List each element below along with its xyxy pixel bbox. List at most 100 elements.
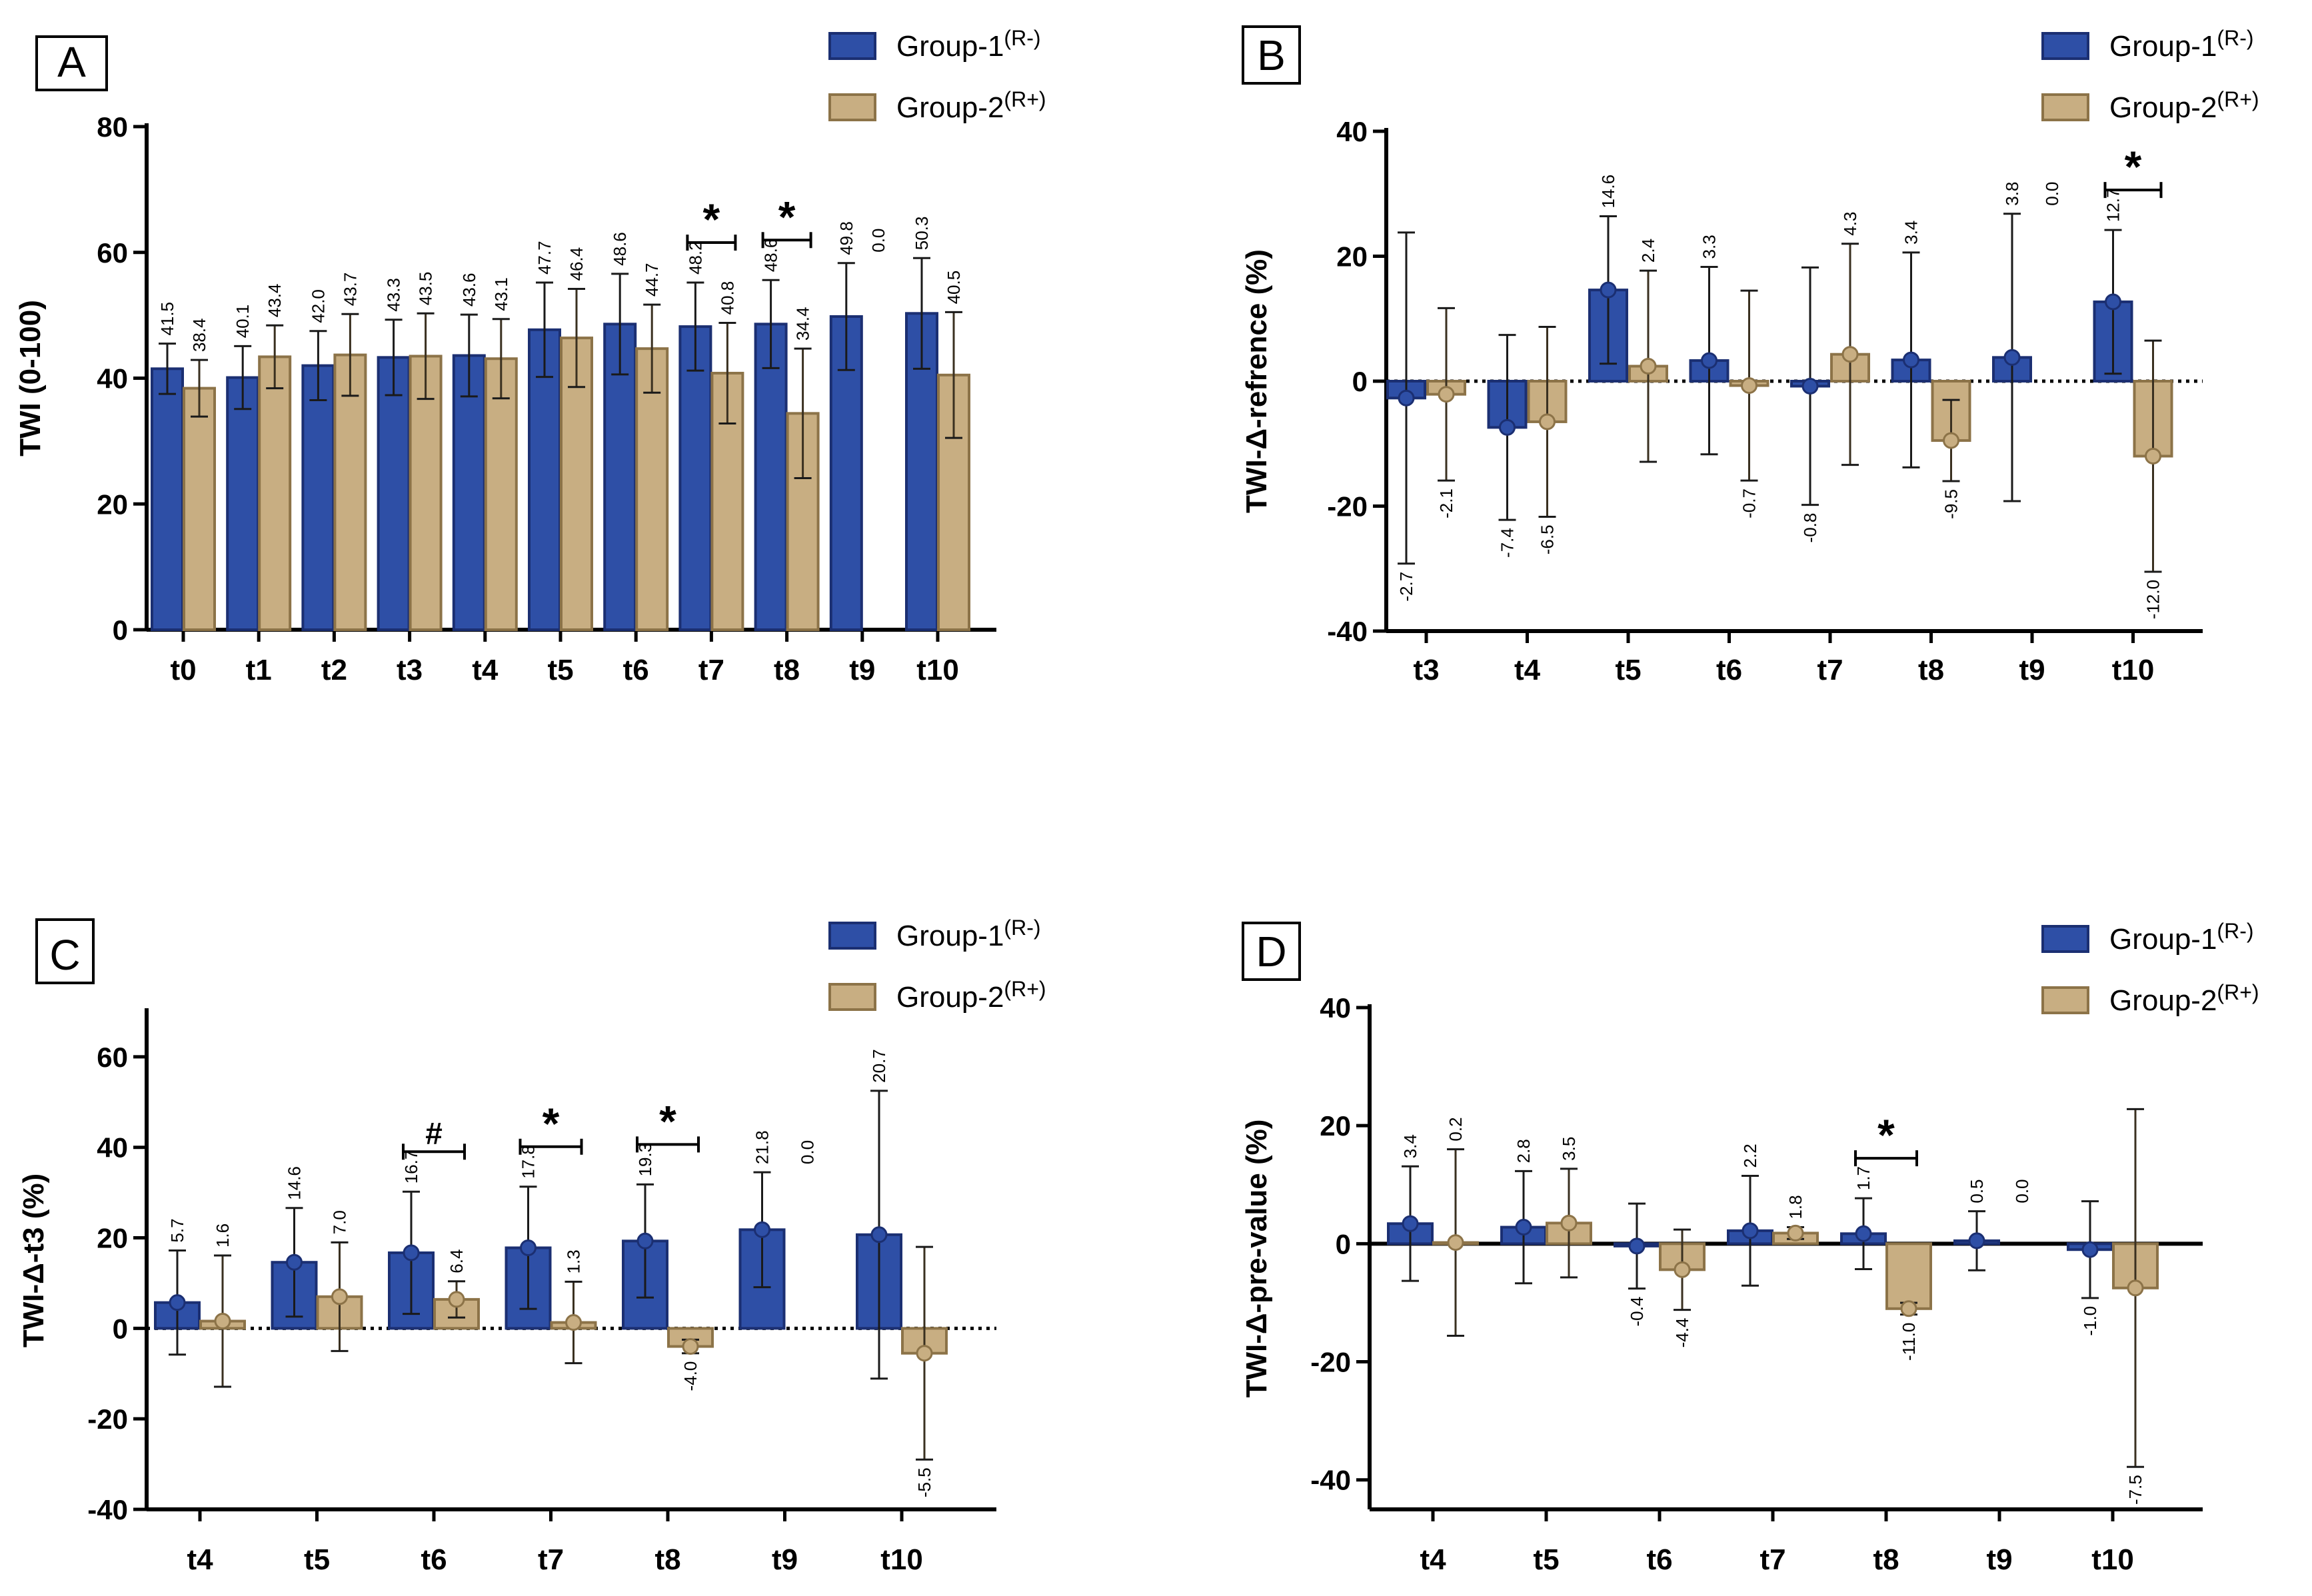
x-tick-label: t8: [1918, 654, 1944, 686]
point-2-t7: [1787, 1224, 1804, 1241]
point-1-t10: [870, 1226, 888, 1243]
y-tick-label: 0: [113, 1313, 128, 1344]
value-label: 43.7: [340, 273, 360, 307]
significance-symbol: *: [1877, 1110, 1895, 1160]
y-tick-label: 0: [113, 614, 128, 646]
value-label: 2.2: [1740, 1144, 1760, 1168]
point-2-t6: [448, 1291, 465, 1308]
point-2-t7: [1841, 346, 1859, 363]
legend: Group-1(R-) Group-2(R+): [2041, 919, 2259, 1017]
point-1-t4: [1499, 418, 1516, 436]
value-label: 43.1: [491, 277, 511, 311]
value-label: 38.4: [189, 319, 209, 353]
legend-label-2: Group-2(R+): [896, 87, 1046, 124]
value-label: 40.1: [233, 305, 253, 339]
point-1-t7: [520, 1239, 537, 1256]
legend-swatch-1: [828, 922, 876, 950]
x-tick-label: t4: [187, 1543, 213, 1576]
panel-label-box: [1242, 25, 1301, 85]
legend-text: Group-2: [2109, 984, 2217, 1017]
point-2-t3: [1438, 386, 1455, 403]
point-1-t5: [1600, 281, 1617, 299]
value-label: -6.5: [1538, 524, 1558, 554]
x-tick-label: t6: [623, 654, 649, 686]
panel-c: C -40 -20 0 20 40 60 TWI-Δ-t3 (%) t4 5.7 1.6 t5 14.6…: [17, 916, 1046, 1576]
bar-2-t1: [258, 355, 292, 631]
significance-t10: *: [2103, 142, 2163, 199]
value-label: 47.7: [535, 241, 555, 275]
y-tick-label: 60: [97, 237, 128, 269]
value-label: -9.5: [1941, 489, 1961, 519]
y-tick-label: 20: [1336, 241, 1368, 273]
x-tick-label: t7: [698, 654, 724, 686]
bar-2-t4: [484, 357, 518, 632]
y-tick-label: 20: [97, 1223, 128, 1254]
x-tick-label: t7: [1759, 1543, 1785, 1576]
significance-t8: *: [636, 1096, 700, 1153]
point-1-t8: [1903, 351, 1919, 369]
value-label: 0.0: [2042, 182, 2062, 206]
point-2-t5: [331, 1288, 348, 1305]
x-tick-label: t10: [880, 1543, 923, 1576]
value-label: 0.5: [1967, 1179, 1987, 1203]
value-label: -7.4: [1498, 528, 1518, 558]
point-2-t4: [1539, 413, 1556, 430]
x-tick-label: t5: [547, 654, 573, 686]
value-label: 1.3: [564, 1249, 584, 1273]
bar-1-t8: [754, 323, 788, 631]
point-2-t4: [1447, 1234, 1464, 1251]
value-label: -2.1: [1436, 488, 1456, 518]
point-2-t5: [1640, 358, 1657, 375]
point-2-t8: [1900, 1300, 1917, 1317]
bar-2-t2: [333, 353, 367, 631]
value-label: 48.6: [610, 232, 630, 266]
point-1-t4: [1402, 1215, 1419, 1232]
y-tick-label: -20: [87, 1403, 128, 1435]
y-tick-label: -20: [1327, 491, 1368, 522]
panel-label-box: [35, 918, 95, 984]
x-tick-label: t10: [916, 654, 959, 686]
value-label: 14.6: [285, 1166, 305, 1200]
significance-symbol: *: [659, 1096, 676, 1146]
y-tick-label: -40: [87, 1494, 128, 1525]
x-tick-label: t5: [1615, 654, 1641, 686]
x-tick-label: t9: [772, 1543, 798, 1576]
value-label: -0.4: [1627, 1297, 1647, 1327]
y-tick-label: 40: [97, 1132, 128, 1164]
point-2-t6: [1741, 377, 1757, 395]
y-axis-label: TWI-Δ-t3 (%): [17, 1174, 50, 1347]
point-1-t6: [403, 1244, 420, 1261]
point-2-t10: [2145, 448, 2161, 464]
value-label: 43.3: [384, 278, 404, 312]
x-tick-label: t9: [1986, 1543, 2012, 1576]
y-axis-label: TWI-Δ-pre-value (%): [1240, 1120, 1273, 1398]
x-tick-label: t1: [246, 654, 272, 686]
x-tick-label: t6: [1646, 1543, 1672, 1576]
point-1-t8: [1855, 1225, 1872, 1242]
legend-label-1: Group-1(R-): [896, 26, 1041, 63]
value-label: 40.8: [717, 281, 737, 315]
x-tick-label: t7: [1817, 654, 1843, 686]
y-tick-label: -40: [1310, 1465, 1351, 1496]
y-axis-label: TWI (0-100): [14, 300, 47, 456]
legend-label-1: Group-1(R-): [2109, 919, 2254, 956]
bar-2-t0: [183, 387, 216, 631]
significance-symbol: #: [425, 1116, 443, 1150]
value-label: 41.5: [157, 302, 177, 336]
value-label: 1.7: [1853, 1166, 1873, 1190]
legend-swatch-1: [2041, 925, 2089, 953]
value-label: 5.7: [167, 1218, 187, 1242]
value-label: 40.5: [944, 271, 964, 305]
legend-text: Group-2: [896, 91, 1004, 124]
value-label: 3.4: [1901, 221, 1921, 245]
value-label: 3.4: [1400, 1134, 1420, 1158]
legend-label-1: Group-1(R-): [2109, 26, 2254, 63]
value-label: 34.4: [793, 307, 813, 341]
significance-symbol: *: [703, 195, 720, 244]
bar-1-t0: [151, 367, 184, 631]
value-label: -7.5: [2125, 1475, 2145, 1505]
legend-label-1: Group-1(R-): [896, 916, 1041, 952]
x-tick-label: t10: [2112, 654, 2155, 686]
legend-swatch-2: [828, 983, 876, 1011]
value-label: 49.8: [836, 221, 856, 255]
